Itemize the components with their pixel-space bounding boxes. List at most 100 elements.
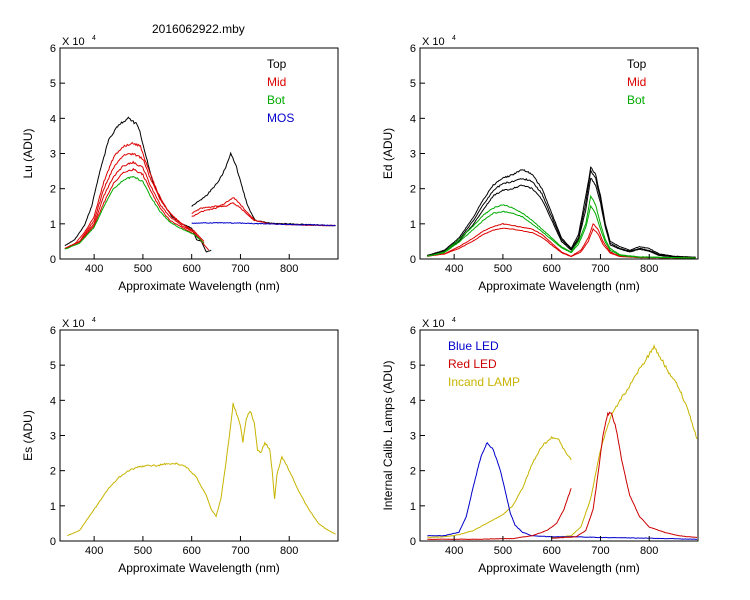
x-tick-label: 500 — [494, 263, 512, 275]
y-tick-label: 1 — [410, 219, 416, 231]
plot-frame — [59, 329, 339, 542]
x-tick-label: 600 — [183, 545, 201, 557]
legend-entry-top: Top — [267, 57, 287, 71]
panel-lu: 400 500 600 700 800 0 1 2 3 4 5 6 X 10 4 Approximate W… — [21, 35, 339, 293]
panel-lamps: 400 500 600 700 800 0 1 2 3 4 5 6 X 10 4 Approximate W… — [381, 317, 699, 575]
x-tick-label: 800 — [280, 263, 298, 275]
y-tick-label: 2 — [50, 184, 56, 196]
series-line-mid-4 — [64, 167, 205, 250]
panel-ed: 400 500 600 700 800 0 1 2 3 4 5 6 X 10 4 Approximate W… — [381, 35, 699, 293]
x-tick-label: 600 — [543, 545, 561, 557]
y-tick-label: 1 — [50, 501, 56, 513]
y-tick-label: 6 — [50, 43, 56, 55]
series-line-top3 — [427, 177, 696, 259]
plot-frame — [419, 47, 699, 260]
series-line-top-b — [191, 151, 336, 227]
x-tick-label: 700 — [231, 263, 249, 275]
y-tick-label: 6 — [410, 325, 416, 337]
y-tick-label: 3 — [410, 149, 416, 161]
y-tick-label: 6 — [410, 43, 416, 55]
y-tick-label: 5 — [50, 360, 56, 372]
axis-multiplier-exponent: 4 — [92, 35, 96, 42]
y-axis-label: Lu (ADU) — [21, 128, 35, 178]
legend-entry-bot: Bot — [267, 93, 286, 107]
y-tick-label: 2 — [410, 466, 416, 478]
y-tick-label: 5 — [410, 360, 416, 372]
x-tick-label: 500 — [494, 545, 512, 557]
y-tick-label: 1 — [410, 501, 416, 513]
x-tick-label: 400 — [85, 263, 103, 275]
axis-multiplier-exponent: 4 — [452, 317, 456, 324]
y-tick-label: 4 — [410, 395, 416, 407]
series-line-incand-lamp-b — [551, 344, 698, 539]
series-line-bot1 — [427, 194, 696, 259]
y-tick-label: 2 — [50, 466, 56, 478]
y-tick-label: 5 — [50, 78, 56, 90]
axis-multiplier-exponent: 4 — [452, 35, 456, 42]
legend-entry-bot: Bot — [627, 93, 646, 107]
x-tick-label: 700 — [231, 545, 249, 557]
series-line-bot — [64, 175, 205, 250]
series-line-mid-3 — [64, 160, 205, 249]
series-line-mos — [191, 221, 336, 227]
legend-entry-top: Top — [627, 57, 647, 71]
series-line-mid-b2 — [191, 202, 256, 222]
y-tick-label: 3 — [410, 431, 416, 443]
y-axis-label: Internal Calib. Lamps (ADU) — [381, 360, 395, 510]
x-tick-label: 800 — [640, 545, 658, 557]
x-tick-label: 500 — [134, 545, 152, 557]
x-tick-label: 400 — [85, 545, 103, 557]
y-tick-label: 6 — [50, 325, 56, 337]
series-line-mid-2 — [64, 152, 205, 249]
y-axis-label: Es (ADU) — [21, 410, 35, 461]
x-tick-label: 600 — [183, 263, 201, 275]
axis-multiplier: X 10 — [422, 318, 445, 330]
series-line-red-led-a — [427, 488, 572, 541]
series-line-red-led-b — [551, 411, 698, 539]
axis-multiplier: X 10 — [62, 318, 85, 330]
x-tick-label: 600 — [543, 263, 561, 275]
series-line-es — [67, 402, 336, 537]
y-tick-label: 4 — [410, 113, 416, 125]
y-tick-label: 4 — [50, 395, 56, 407]
y-axis-label: Ed (ADU) — [381, 128, 395, 179]
axis-multiplier-exponent: 4 — [92, 317, 96, 324]
plot-frame — [59, 47, 339, 260]
x-axis-label: Approximate Wavelength (nm) — [118, 561, 280, 575]
series-line-incand-lamp-a — [427, 435, 572, 539]
y-tick-label: 0 — [50, 536, 56, 548]
legend-entry-blue-led: Blue LED — [448, 339, 499, 353]
y-tick-label: 0 — [50, 254, 56, 266]
x-axis-label: Approximate Wavelength (nm) — [118, 279, 280, 293]
y-tick-label: 4 — [50, 113, 56, 125]
y-tick-label: 0 — [410, 536, 416, 548]
series-line-top — [64, 116, 212, 253]
x-tick-label: 700 — [591, 545, 609, 557]
x-axis-label: Approximate Wavelength (nm) — [478, 279, 640, 293]
x-tick-label: 700 — [591, 263, 609, 275]
x-tick-label: 500 — [134, 263, 152, 275]
legend-entry-mos: MOS — [267, 111, 294, 125]
y-tick-label: 3 — [50, 431, 56, 443]
y-tick-label: 3 — [50, 149, 56, 161]
figure-title: 2016062922.mby — [152, 22, 245, 36]
x-tick-label: 800 — [280, 545, 298, 557]
panel-es: 400 500 600 700 800 0 1 2 3 4 5 6 X 10 4 Approximate W… — [21, 317, 339, 575]
series-line-bot2 — [427, 204, 696, 259]
x-axis-label: Approximate Wavelength (nm) — [478, 561, 640, 575]
axis-multiplier: X 10 — [62, 36, 85, 48]
series-line-top2 — [427, 168, 696, 258]
series-line-blue-led — [427, 442, 698, 540]
legend-entry-incand-lamp: Incand LAMP — [448, 375, 520, 389]
y-tick-label: 2 — [410, 184, 416, 196]
legend-entry-mid: Mid — [627, 75, 646, 89]
axis-multiplier: X 10 — [422, 36, 445, 48]
y-tick-label: 1 — [50, 219, 56, 231]
x-tick-label: 400 — [445, 545, 463, 557]
legend-entry-red-led: Red LED — [448, 357, 497, 371]
x-tick-label: 400 — [445, 263, 463, 275]
series-line-top1 — [427, 166, 696, 258]
legend-entry-mid: Mid — [267, 75, 286, 89]
x-tick-label: 800 — [640, 263, 658, 275]
